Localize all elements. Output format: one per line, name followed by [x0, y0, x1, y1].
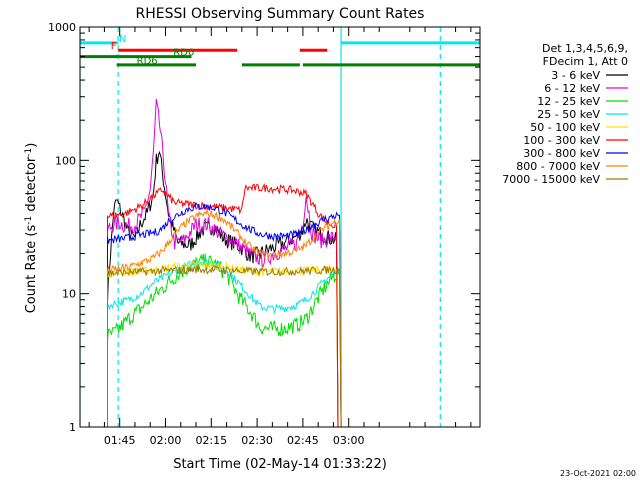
legend-label-1: 6 - 12 keV — [544, 82, 600, 95]
legend-label-4: 50 - 100 keV — [530, 121, 600, 134]
y-axis-label-tail: detector — [24, 156, 39, 216]
y-tick-label-0: 1 — [69, 421, 76, 434]
x-tick-label-4: 02:45 — [287, 434, 319, 447]
legend-header-line-1: Det 1,3,4,5,6,9, — [542, 42, 628, 55]
chart-title: RHESSI Observing Summary Count Rates — [136, 6, 425, 22]
y-tick-label-2: 100 — [55, 154, 76, 167]
y-axis-label-superscript: -1 — [24, 216, 34, 225]
x-tick-label-0: 01:45 — [104, 434, 136, 447]
series-line-5 — [107, 182, 339, 427]
y-axis-label: Count Rate (s-1 detector-1) — [24, 143, 39, 314]
plot-frame — [79, 26, 481, 428]
state-label-2: RD0 — [173, 48, 194, 59]
state-label-3: RD6 — [137, 56, 158, 67]
plot-area: NF RD0 RD6 — [80, 27, 480, 427]
state-label-1: F — [111, 41, 117, 52]
footer-date: 23-Oct-2021 02:00 — [560, 469, 636, 478]
plot-content — [80, 27, 480, 427]
x-tick-label-1: 02:00 — [150, 434, 182, 447]
y-tick-label-3: 1000 — [48, 21, 76, 34]
series-line-8 — [107, 265, 342, 427]
y-axis-label-superscript-2: -1 — [24, 148, 34, 157]
y-axis-label-close: ) — [24, 143, 39, 148]
x-tick-label-2: 02:15 — [195, 434, 227, 447]
y-axis-label-main: Count Rate (s — [24, 225, 39, 314]
axes: 1 10 100 1000 01:45 02:00 02:15 02:30 02:45 03:00 — [48, 21, 481, 447]
legend-label-3: 25 - 50 keV — [537, 108, 600, 121]
legend-label-6: 300 - 800 keV — [523, 147, 600, 160]
x-tick-label-5: 03:00 — [333, 434, 365, 447]
y-tick-label-1: 10 — [62, 288, 76, 301]
x-axis-label: Start Time (02-May-14 01:33:22) — [173, 457, 387, 472]
legend-header-line-2: FDecim 1, Att 0 — [543, 55, 628, 68]
legend-label-0: 3 - 6 keV — [551, 69, 600, 82]
legend-label-5: 100 - 300 keV — [523, 134, 600, 147]
legend-label-2: 12 - 25 keV — [537, 95, 600, 108]
legend-label-7: 800 - 7000 keV — [516, 160, 600, 173]
x-tick-label-3: 02:30 — [241, 434, 273, 447]
legend: Det 1,3,4,5,6,9, FDecim 1, Att 0 3 - 6 k… — [502, 42, 628, 186]
legend-label-8: 7000 - 15000 keV — [502, 173, 600, 186]
state-label-0: N — [119, 34, 126, 45]
